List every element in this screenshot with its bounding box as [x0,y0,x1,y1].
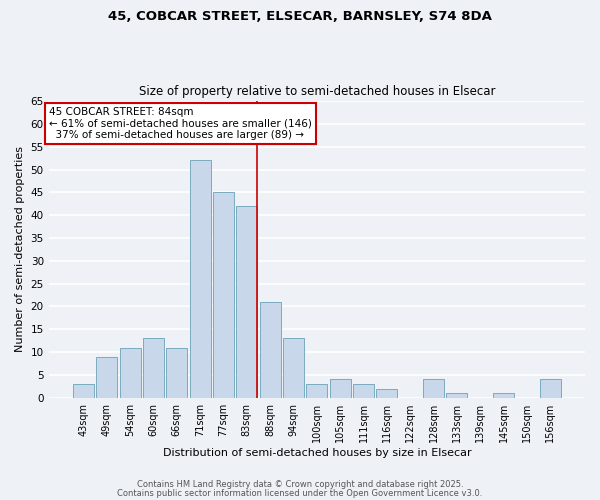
Bar [213,192,234,398]
Bar [143,338,164,398]
Text: Contains HM Land Registry data © Crown copyright and database right 2025.: Contains HM Land Registry data © Crown c… [137,480,463,489]
Bar [120,348,140,398]
Bar [423,380,444,398]
Bar [353,384,374,398]
Bar [446,393,467,398]
Text: Contains public sector information licensed under the Open Government Licence v3: Contains public sector information licen… [118,488,482,498]
Title: Size of property relative to semi-detached houses in Elsecar: Size of property relative to semi-detach… [139,86,495,98]
X-axis label: Distribution of semi-detached houses by size in Elsecar: Distribution of semi-detached houses by … [163,448,471,458]
Bar [307,384,328,398]
Bar [190,160,211,398]
Bar [73,384,94,398]
Bar [166,348,187,398]
Bar [376,388,397,398]
Text: 45 COBCAR STREET: 84sqm
← 61% of semi-detached houses are smaller (146)
  37% of: 45 COBCAR STREET: 84sqm ← 61% of semi-de… [49,107,311,140]
Bar [539,380,560,398]
Bar [97,356,118,398]
Bar [260,302,281,398]
Text: 45, COBCAR STREET, ELSECAR, BARNSLEY, S74 8DA: 45, COBCAR STREET, ELSECAR, BARNSLEY, S7… [108,10,492,23]
Y-axis label: Number of semi-detached properties: Number of semi-detached properties [15,146,25,352]
Bar [283,338,304,398]
Bar [329,380,350,398]
Bar [236,206,257,398]
Bar [493,393,514,398]
